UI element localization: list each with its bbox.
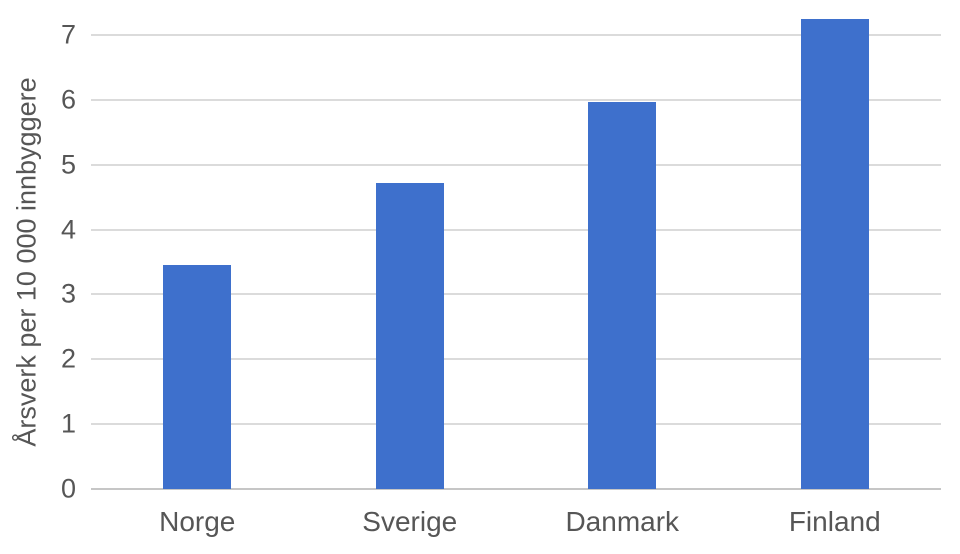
x-category-label-sverige: Sverige xyxy=(362,506,458,537)
gridline xyxy=(91,98,941,101)
y-tick-label: 2 xyxy=(60,343,76,374)
y-tick-label: 7 xyxy=(60,19,76,50)
y-tick-label: 5 xyxy=(60,149,76,180)
x-category-label-danmark: Danmark xyxy=(565,506,680,537)
bar-finland xyxy=(800,18,869,489)
gridline xyxy=(91,228,941,231)
x-axis-line xyxy=(91,488,941,490)
gridline xyxy=(91,423,941,426)
x-category-label-norge: Norge xyxy=(159,506,236,537)
gridline xyxy=(91,163,941,166)
gridline xyxy=(91,293,941,296)
bar-sverige xyxy=(375,182,444,489)
gridline xyxy=(91,358,941,361)
bar-danmark xyxy=(588,101,657,489)
x-category-label-finland: Finland xyxy=(788,506,881,537)
y-tick-label: 3 xyxy=(60,278,76,309)
y-tick-label: 0 xyxy=(60,473,76,504)
gridline xyxy=(91,34,941,36)
y-tick-label: 4 xyxy=(60,214,76,245)
bar-norge xyxy=(163,265,232,489)
y-axis-title: Årsverk per 10 000 innbyggere xyxy=(11,77,42,447)
y-tick-label: 1 xyxy=(60,408,76,439)
y-tick-label: 6 xyxy=(60,84,76,115)
